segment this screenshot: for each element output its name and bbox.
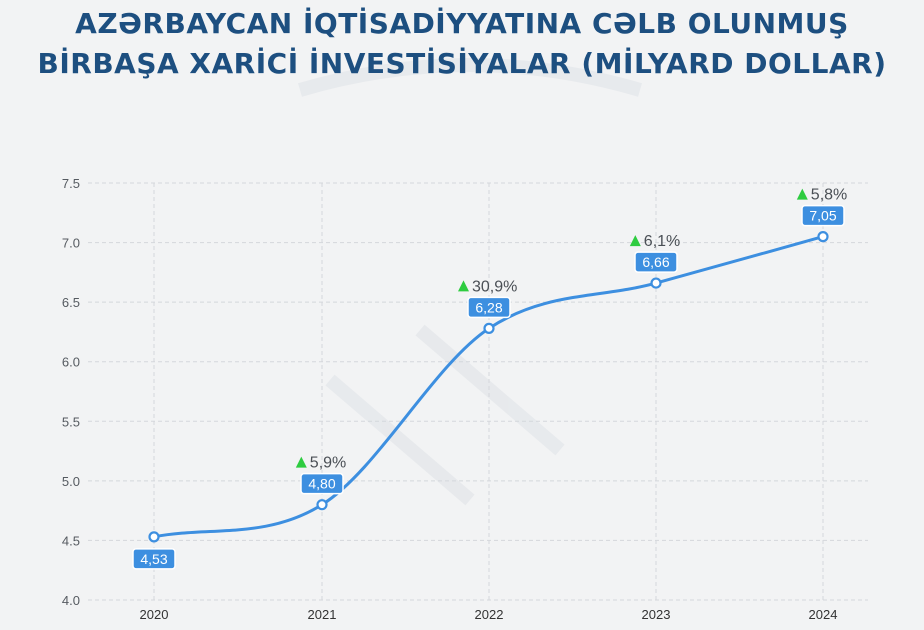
value-label-bg [132, 548, 176, 570]
y-tick-label: 4.5 [62, 533, 80, 548]
value-label-text: 6,66 [642, 254, 669, 270]
x-tick-label: 2023 [642, 607, 671, 622]
y-tick-label: 5.5 [62, 414, 80, 429]
value-label-bg [634, 251, 678, 273]
data-point [817, 231, 829, 243]
value-label-text: 6,28 [475, 299, 502, 315]
value-label: 4,53 [132, 548, 176, 570]
data-point [316, 499, 328, 511]
data-point [148, 531, 160, 543]
data-points [148, 231, 829, 543]
x-axis-ticks: 2020 2021 2022 2023 2024 [140, 607, 838, 622]
value-label-text: 4,53 [140, 551, 167, 567]
growth-label: 30,9% [458, 278, 517, 295]
growth-label: 5,8% [796, 187, 847, 204]
y-tick-label: 7.5 [62, 176, 80, 191]
grid [88, 182, 868, 601]
growth-label: 5,9% [295, 455, 346, 472]
y-tick-label: 6.5 [62, 295, 80, 310]
up-triangle-icon [796, 188, 808, 200]
value-label-bg [300, 472, 344, 495]
y-tick-label: 7.0 [62, 236, 80, 251]
growth-label-text: 5,9% [310, 455, 346, 472]
x-tick-label: 2022 [475, 607, 504, 622]
data-point [483, 322, 495, 334]
up-triangle-icon [458, 280, 469, 292]
growth-label-text: 5,8% [811, 187, 847, 204]
value-label: 4,80 [300, 472, 344, 495]
chart-title: AZƏRBAYCAN İQTİSADİYYATINA CƏLB OLUNMUŞ … [0, 4, 924, 84]
value-label-bg [801, 204, 845, 227]
value-label-text: 7,05 [809, 208, 836, 224]
x-tick-label: 2024 [809, 607, 838, 622]
value-label-bg [467, 296, 511, 319]
growth-label: 6,1% [629, 233, 680, 250]
y-tick-label: 6.0 [62, 355, 80, 370]
y-axis-ticks: 4.0 4.5 5.0 5.5 6.0 6.5 7.0 7.5 [62, 176, 80, 608]
value-label-text: 4,80 [308, 476, 335, 492]
growth-label-text: 30,9% [472, 278, 517, 295]
up-triangle-icon [629, 235, 641, 247]
x-tick-label: 2020 [140, 607, 169, 622]
growth-label-text: 6,1% [644, 233, 680, 250]
value-label: 7,05 [801, 204, 845, 227]
title-line-1: AZƏRBAYCAN İQTİSADİYYATINA CƏLB OLUNMUŞ [75, 7, 849, 40]
up-triangle-icon [295, 456, 307, 468]
value-label: 6,28 [467, 296, 511, 319]
x-tick-label: 2021 [308, 607, 337, 622]
data-point [650, 277, 662, 289]
y-tick-label: 5.0 [62, 474, 80, 489]
title-line-2: BİRBAŞA XARİCİ İNVESTİSİYALAR (MİLYARD D… [37, 47, 887, 80]
value-label: 6,66 [634, 251, 678, 273]
data-labels: 4,53 4,80 5,9% 6,28 30,9% 6,66 6,1% 7,05 5,8% [132, 187, 847, 570]
y-tick-label: 4.0 [62, 593, 80, 608]
